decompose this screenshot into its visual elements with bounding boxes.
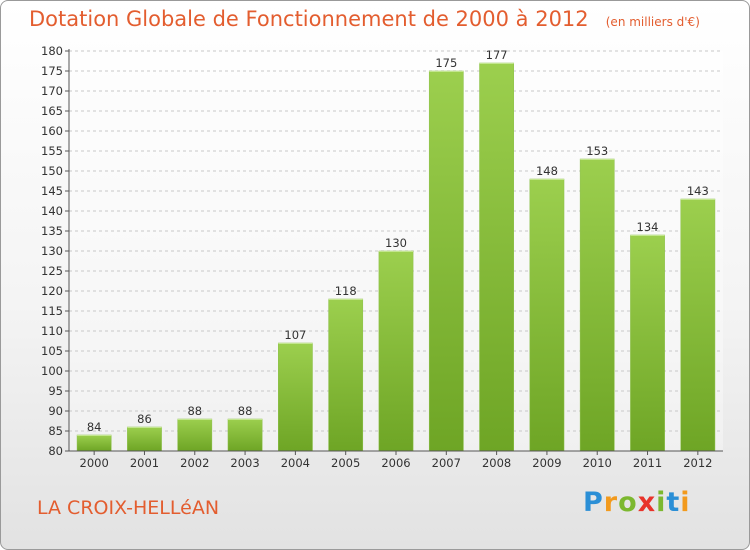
x-tick-label-2012: 2012 xyxy=(683,456,712,470)
y-tick-label: 100 xyxy=(41,364,63,378)
value-label-2003: 88 xyxy=(238,404,253,418)
value-label-2004: 107 xyxy=(284,328,306,342)
y-tick-label: 150 xyxy=(41,164,63,178)
y-tick-label: 95 xyxy=(48,384,63,398)
bar-2005 xyxy=(328,298,364,452)
x-tick-label-2000: 2000 xyxy=(80,456,109,470)
bar-2010 xyxy=(579,158,615,452)
bar-2006 xyxy=(378,250,414,452)
x-tick-label-2001: 2001 xyxy=(130,456,159,470)
bar-2009 xyxy=(529,178,565,452)
bar-2003 xyxy=(227,418,263,452)
value-label-2007: 175 xyxy=(435,56,457,70)
bar-2002 xyxy=(177,418,213,452)
value-label-2011: 134 xyxy=(637,220,659,234)
logo-letter: t xyxy=(666,487,681,518)
y-tick-label: 175 xyxy=(41,64,63,78)
x-tick-label-2004: 2004 xyxy=(281,456,310,470)
value-label-2005: 118 xyxy=(335,284,357,298)
y-tick-label: 140 xyxy=(41,204,63,218)
y-tick-label: 120 xyxy=(41,284,63,298)
y-tick-label: 170 xyxy=(41,84,63,98)
y-tick-label: 115 xyxy=(41,304,63,318)
commune-name: LA CROIX-HELLéAN xyxy=(37,497,220,519)
y-tick-label: 165 xyxy=(41,104,63,118)
proxiti-logo: Proxiti xyxy=(583,487,691,518)
y-tick-label: 90 xyxy=(48,404,63,418)
bar-2007 xyxy=(428,70,464,452)
x-tick-label-2005: 2005 xyxy=(331,456,360,470)
title-row: Dotation Globale de Fonctionnement de 20… xyxy=(29,7,700,31)
y-tick-label: 125 xyxy=(41,264,63,278)
logo-letter: r xyxy=(603,487,619,518)
value-label-2000: 84 xyxy=(87,420,102,434)
y-tick-label: 160 xyxy=(41,124,63,138)
logo-letter: x xyxy=(637,487,657,518)
value-label-2006: 130 xyxy=(385,236,407,250)
y-tick-label: 130 xyxy=(41,244,63,258)
y-tick-label: 155 xyxy=(41,144,63,158)
bar-2001 xyxy=(127,426,162,452)
bar-2011 xyxy=(630,234,665,452)
x-tick-label-2003: 2003 xyxy=(230,456,259,470)
logo-letter: i xyxy=(680,487,691,518)
x-tick-label-2006: 2006 xyxy=(381,456,410,470)
value-label-2009: 148 xyxy=(536,164,558,178)
value-label-2008: 177 xyxy=(486,48,508,62)
y-tick-label: 145 xyxy=(41,184,63,198)
value-label-2001: 86 xyxy=(137,412,152,426)
x-tick-label-2010: 2010 xyxy=(583,456,612,470)
logo-letter: o xyxy=(618,487,638,518)
bar-2000 xyxy=(76,434,112,452)
y-tick-label: 180 xyxy=(41,44,63,58)
y-tick-label: 80 xyxy=(48,444,63,458)
x-tick-label-2008: 2008 xyxy=(482,456,511,470)
bar-2012 xyxy=(680,198,716,452)
bar-2008 xyxy=(479,62,514,452)
bar-2004 xyxy=(278,342,313,452)
chart-subtitle: (en milliers d'€) xyxy=(605,15,700,29)
x-tick-label-2007: 2007 xyxy=(432,456,461,470)
logo-letter: i xyxy=(656,487,667,518)
y-tick-label: 110 xyxy=(41,324,63,338)
chart-title: Dotation Globale de Fonctionnement de 20… xyxy=(29,7,589,31)
value-label-2012: 143 xyxy=(687,184,709,198)
y-tick-label: 85 xyxy=(48,424,63,438)
x-tick-label-2002: 2002 xyxy=(180,456,209,470)
y-tick-label: 105 xyxy=(41,344,63,358)
value-label-2010: 153 xyxy=(586,144,608,158)
value-label-2002: 88 xyxy=(187,404,202,418)
x-tick-label-2011: 2011 xyxy=(633,456,662,470)
x-tick-label-2009: 2009 xyxy=(532,456,561,470)
logo-letter: P xyxy=(583,487,604,518)
y-tick-label: 135 xyxy=(41,224,63,238)
